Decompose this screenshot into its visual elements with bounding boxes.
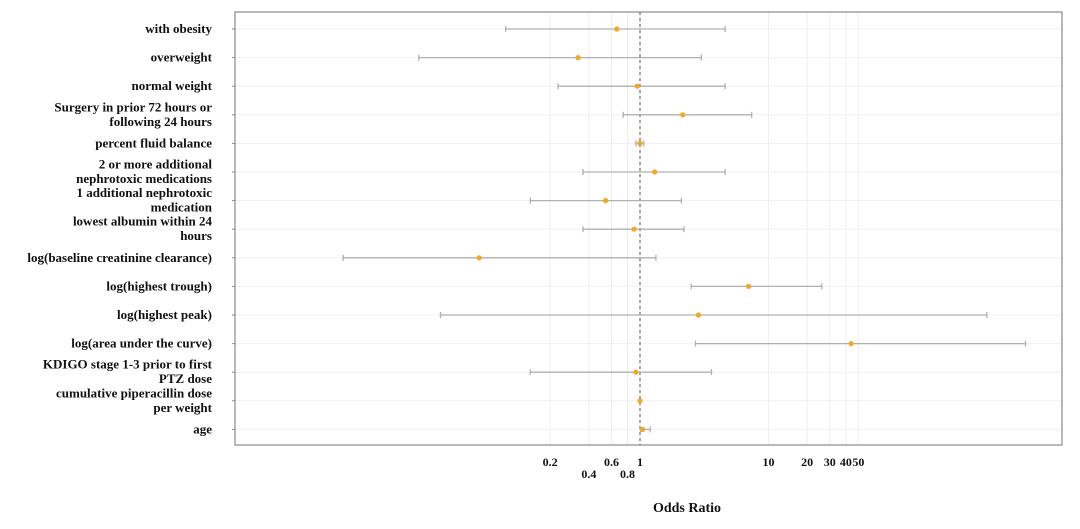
row-label-12: KDIGO stage 1-3 prior to first PTZ dose — [43, 357, 213, 387]
row-label-14: age — [193, 421, 212, 436]
x-tick-label-3: 0.8 — [620, 467, 635, 481]
x-axis-label: Odds Ratio — [653, 501, 721, 516]
ci-row-8 — [342, 254, 657, 261]
row-label-8: log(baseline creatinine clearance) — [27, 250, 212, 265]
x-tick-label-4: 1 — [637, 455, 643, 469]
row-label-6: 1 additional nephrotoxic medication — [76, 185, 212, 215]
or-point-8 — [476, 255, 482, 261]
x-axis-ticks: 0.2 0.4 0.60.81 10 20 30 40 50 — [543, 455, 865, 481]
odds-ratio-points — [476, 26, 854, 432]
row-label-7: lowest albumin within 24 hours — [73, 214, 213, 244]
ci-row-1 — [418, 54, 702, 61]
ci-row-2 — [557, 83, 726, 90]
grid-lines — [235, 12, 1062, 445]
row-labels: with obesity overweight normal weight Surge… — [27, 21, 235, 436]
ci-row-11 — [694, 340, 1027, 347]
ci-row-10 — [439, 312, 988, 318]
row-label-4: percent fluid balance — [95, 135, 212, 150]
or-point-1 — [575, 55, 581, 61]
x-tick-label-1: 0.4 — [581, 467, 596, 481]
x-tick-label-2: 0.6 — [604, 455, 619, 469]
or-point-13 — [637, 398, 643, 404]
row-label-2: normal weight — [131, 78, 212, 93]
x-tick-label-7: 30 — [824, 455, 836, 469]
or-point-0 — [614, 26, 620, 32]
row-label-11: log(area under the curve) — [71, 336, 212, 351]
x-tick-label-0: 0.2 — [543, 455, 558, 469]
or-point-2 — [634, 83, 640, 89]
or-point-5 — [652, 169, 658, 175]
row-label-13: cumulative piperacillin dose per weight — [56, 385, 213, 415]
x-tick-label-8: 40 — [840, 455, 852, 469]
ci-row-3 — [622, 111, 753, 118]
row-label-3: Surgery in prior 72 hours or following 24… — [54, 99, 212, 129]
ci-row-9 — [690, 283, 823, 290]
or-point-9 — [745, 283, 752, 289]
row-label-9: log(highest trough) — [106, 278, 212, 293]
row-label-5: 2 or more additional nephrotoxic medicati… — [76, 157, 212, 187]
row-label-1: overweight — [151, 50, 213, 65]
or-point-6 — [603, 198, 609, 204]
row-label-10: log(highest peak) — [117, 307, 212, 322]
x-tick-label-5: 10 — [763, 455, 775, 469]
row-label-0: with obesity — [145, 21, 212, 36]
x-tick-label-6: 20 — [801, 455, 813, 469]
ci-row-12 — [529, 369, 713, 376]
or-point-11 — [848, 341, 854, 347]
confidence-intervals — [342, 26, 1027, 433]
or-point-7 — [631, 226, 637, 232]
or-point-12 — [633, 369, 639, 375]
or-point-4 — [637, 140, 643, 146]
or-point-3 — [680, 112, 686, 118]
or-point-14 — [640, 426, 646, 432]
plot-frame — [234, 11, 1063, 446]
x-tick-label-9: 50 — [852, 455, 864, 469]
or-point-10 — [695, 312, 702, 318]
